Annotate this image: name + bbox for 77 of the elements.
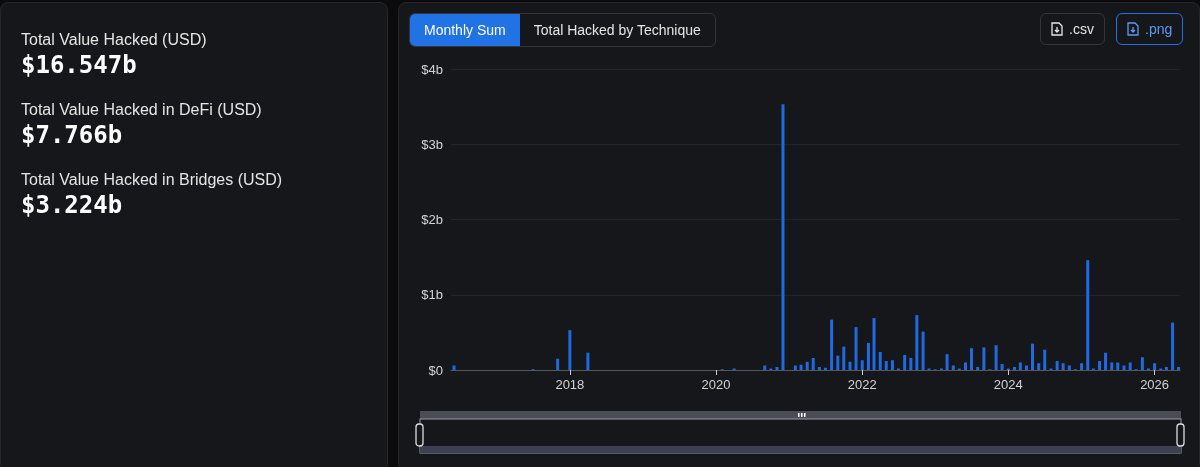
- y-tick-label: $4b: [421, 61, 443, 77]
- bar: [951, 365, 955, 370]
- bar: [1122, 365, 1126, 370]
- bar: [799, 364, 803, 370]
- bar: [1000, 363, 1004, 370]
- bar: [854, 327, 858, 370]
- bar: [982, 347, 986, 370]
- bar: [586, 352, 590, 370]
- bar: [994, 345, 998, 370]
- text: Total Value Hacked in Bridges (USD): [21, 171, 284, 189]
- text: $3.224b: [21, 191, 124, 219]
- text: .png: [1145, 21, 1173, 37]
- bar: [1043, 349, 1047, 370]
- bar: [1177, 366, 1181, 370]
- bar: [1110, 362, 1114, 370]
- text: Monthly Sum: [410, 14, 520, 46]
- bar: [556, 358, 560, 370]
- bar: [866, 342, 870, 370]
- bar: [878, 351, 882, 370]
- text: $16.547b: [21, 51, 138, 79]
- bar: [1116, 362, 1120, 370]
- bar: [1171, 322, 1175, 370]
- text: $7.766b: [21, 121, 124, 149]
- bar: [1013, 366, 1017, 370]
- x-tick-label: 2026: [1140, 377, 1170, 392]
- bar: [568, 330, 572, 370]
- bar: [1018, 362, 1022, 370]
- bar: [1061, 363, 1065, 370]
- bar: [1164, 366, 1168, 370]
- bar: [860, 360, 864, 370]
- bar: [963, 362, 967, 370]
- bar: [1104, 352, 1108, 370]
- bar: [945, 354, 949, 370]
- bar: [1037, 363, 1041, 370]
- bar: [781, 104, 785, 370]
- y-tick-label: $0: [428, 362, 443, 378]
- x-tick-label: 2018: [555, 377, 585, 392]
- bar: [1128, 362, 1132, 370]
- bar: [848, 361, 852, 370]
- bar: [763, 365, 767, 370]
- bar: [1031, 343, 1035, 370]
- bar: [903, 354, 907, 370]
- bar: [836, 355, 840, 370]
- bar: [842, 346, 846, 370]
- x-tick-label: 2024: [993, 377, 1023, 392]
- bar: [976, 366, 980, 370]
- bar: [1025, 365, 1029, 370]
- bar: [884, 360, 888, 370]
- bar: [1140, 357, 1144, 370]
- bar: [1098, 360, 1102, 370]
- bar: [921, 331, 925, 370]
- y-tick-label: $1b: [421, 287, 443, 303]
- bar: [452, 365, 456, 370]
- y-tick-label: $2b: [421, 212, 443, 227]
- bar: [805, 361, 809, 370]
- bar: [909, 357, 913, 370]
- x-tick-label: 2020: [701, 377, 731, 392]
- bar: [1153, 363, 1157, 370]
- bar: [1080, 363, 1084, 370]
- bar: [811, 357, 815, 370]
- y-tick-label: $3b: [421, 136, 443, 152]
- bar: [1067, 365, 1071, 370]
- bar: [1086, 260, 1090, 370]
- text: Total Value Hacked in DeFi (USD): [21, 101, 263, 119]
- text: .csv: [1069, 21, 1094, 37]
- bar: [969, 348, 973, 370]
- text: Total Value Hacked (USD): [21, 31, 208, 49]
- bar: [915, 315, 919, 370]
- bar: [817, 366, 821, 370]
- bar: [890, 360, 894, 370]
- bar: [830, 319, 834, 370]
- bar: [775, 366, 779, 370]
- bar: [1055, 360, 1059, 370]
- text: Total Hacked by Technique: [532, 21, 702, 40]
- x-tick-label: 2022: [847, 377, 877, 392]
- bar: [793, 365, 797, 370]
- bar: [872, 318, 876, 370]
